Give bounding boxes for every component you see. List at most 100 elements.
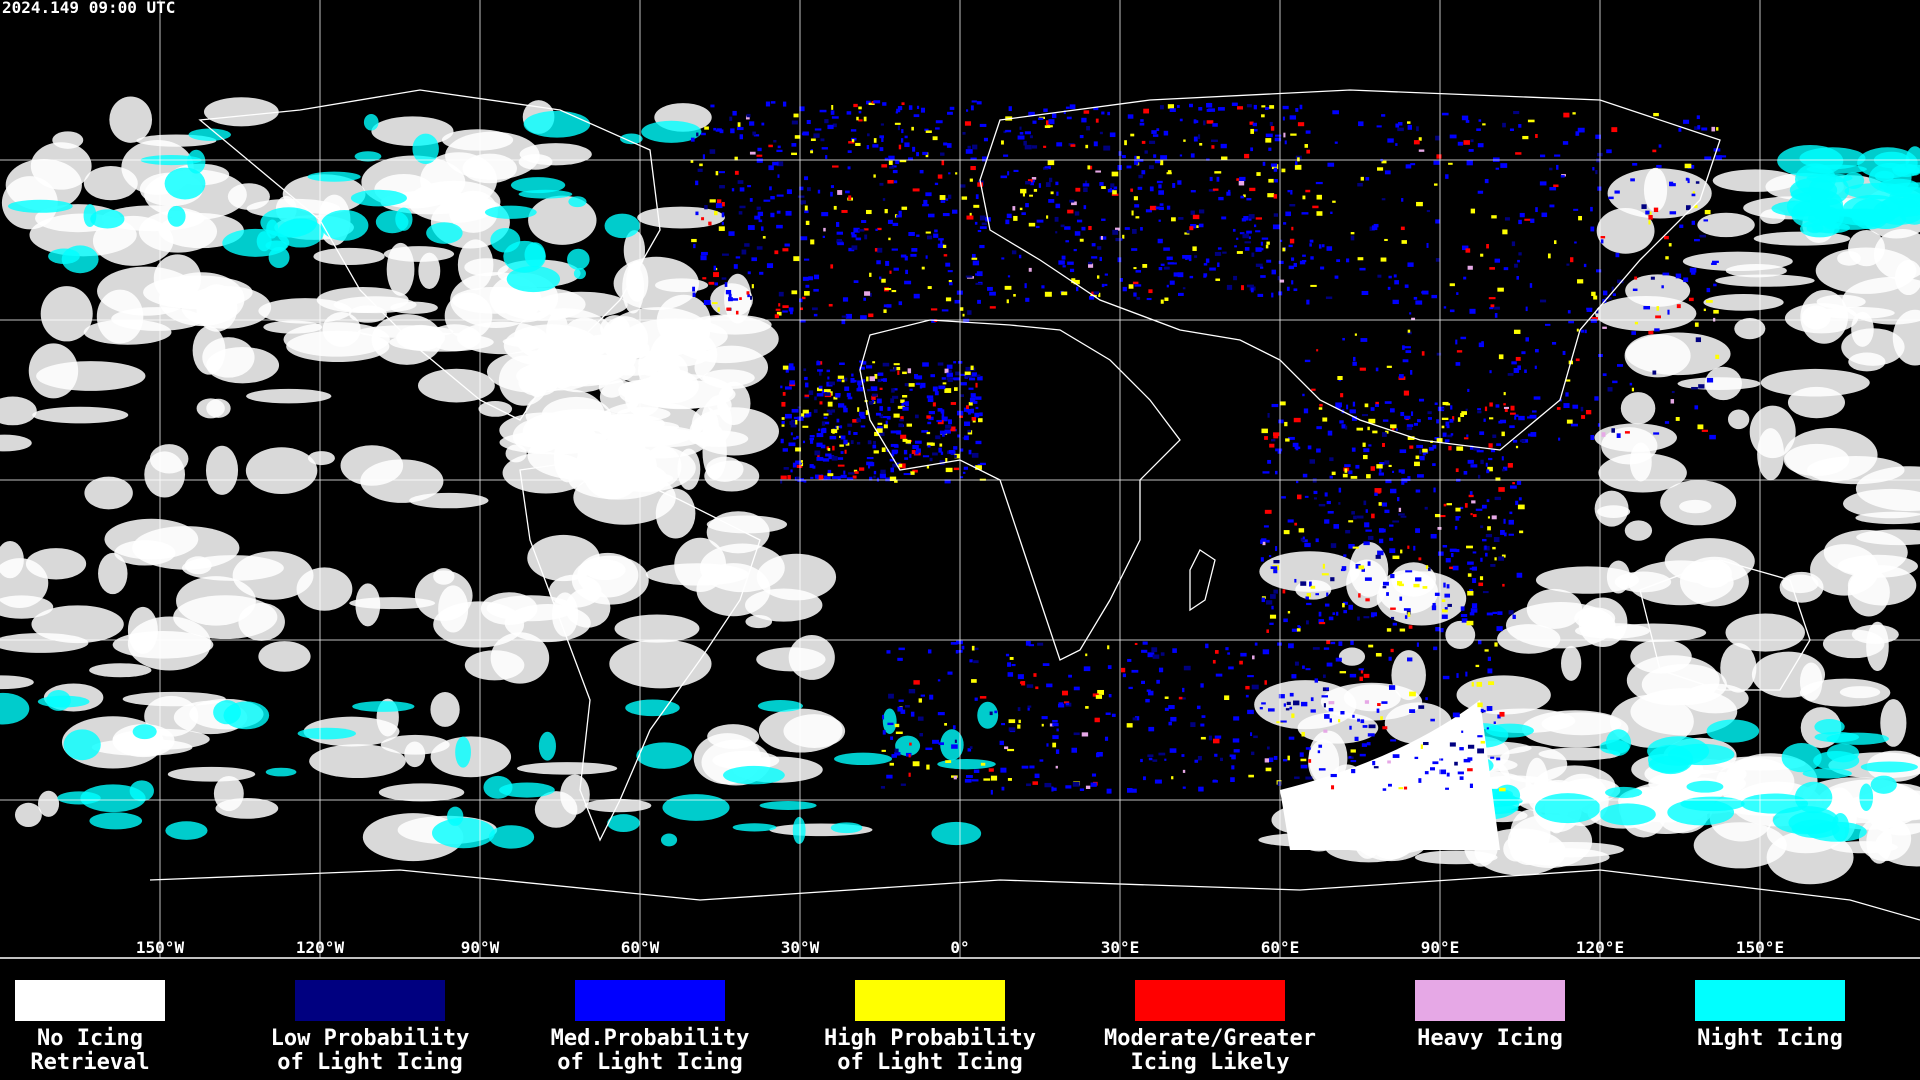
- icing-pixel: [1098, 292, 1101, 298]
- icing-pixel: [1330, 773, 1337, 778]
- night-cloud: [490, 227, 521, 253]
- icing-pixel: [851, 245, 858, 250]
- icing-pixel: [754, 215, 761, 220]
- icing-pixel: [1242, 194, 1246, 198]
- cloud: [655, 278, 709, 293]
- icing-pixel: [1604, 297, 1612, 300]
- icing-pixel: [818, 385, 823, 389]
- icing-pixel: [1137, 186, 1143, 190]
- icing-pixel: [974, 697, 978, 701]
- night-cloud: [636, 742, 693, 769]
- icing-pixel: [1339, 420, 1344, 424]
- icing-pixel: [1549, 204, 1555, 208]
- icing-pixel: [1267, 708, 1275, 712]
- cloud: [1594, 423, 1677, 452]
- icing-pixel: [806, 119, 811, 125]
- icing-pixel: [1418, 137, 1422, 141]
- icing-pixel: [1477, 474, 1481, 479]
- icing-pixel: [1151, 647, 1158, 653]
- icing-pixel: [1044, 291, 1052, 297]
- icing-pixel: [1372, 430, 1378, 434]
- icing-pixel: [1376, 464, 1383, 469]
- icing-pixel: [1008, 106, 1012, 112]
- icing-pixel: [853, 431, 858, 435]
- icing-pixel: [1127, 658, 1132, 662]
- icing-pixel: [833, 396, 838, 400]
- icing-pixel: [728, 293, 732, 298]
- icing-pixel: [1460, 336, 1467, 340]
- icing-pixel: [1334, 275, 1339, 279]
- icing-pixel: [1382, 788, 1387, 791]
- icing-pixel: [1316, 211, 1323, 216]
- icing-pixel: [965, 149, 973, 154]
- icing-pixel: [1442, 401, 1449, 406]
- icing-pixel: [882, 362, 890, 367]
- icing-pixel: [1560, 175, 1565, 178]
- icing-pixel: [715, 171, 719, 176]
- icing-pixel: [1468, 149, 1474, 152]
- icing-pixel: [756, 246, 763, 250]
- icing-pixel: [955, 371, 961, 376]
- icing-pixel: [1404, 346, 1411, 349]
- icing-pixel: [872, 144, 879, 148]
- icing-pixel: [1252, 122, 1257, 127]
- icing-pixel: [979, 123, 987, 127]
- icing-pixel: [777, 145, 781, 149]
- night-cloud: [568, 196, 587, 208]
- icing-pixel: [875, 412, 881, 416]
- icing-pixel: [1485, 462, 1488, 467]
- icing-pixel: [965, 275, 973, 278]
- icing-pixel: [1307, 445, 1312, 450]
- icing-pixel: [1575, 358, 1580, 362]
- icing-pixel: [1612, 293, 1616, 297]
- icing-pixel: [910, 711, 915, 717]
- icing-pixel: [781, 401, 786, 407]
- icing-pixel: [1327, 162, 1335, 167]
- icing-pixel: [1343, 554, 1347, 557]
- icing-pixel: [1236, 178, 1240, 181]
- icing-pixel: [874, 431, 879, 437]
- icing-pixel: [1318, 244, 1322, 249]
- icing-pixel: [1294, 446, 1301, 450]
- icing-pixel: [1154, 779, 1162, 784]
- cloud: [167, 766, 256, 782]
- icing-pixel: [1415, 455, 1420, 460]
- icing-pixel: [1322, 563, 1325, 569]
- icing-pixel: [1407, 329, 1411, 333]
- icing-pixel: [1703, 219, 1709, 222]
- legend-swatch: [575, 980, 725, 1021]
- icing-pixel: [1487, 516, 1490, 519]
- cloud: [349, 597, 436, 610]
- cloud: [309, 744, 406, 779]
- icing-pixel: [1362, 442, 1366, 447]
- icing-pixel: [828, 303, 833, 307]
- icing-pixel: [1692, 191, 1696, 194]
- icing-pixel: [1133, 196, 1138, 201]
- icing-pixel: [1182, 786, 1186, 789]
- icing-pixel: [866, 461, 873, 466]
- icing-pixel: [1513, 368, 1520, 373]
- icing-pixel: [1073, 279, 1080, 285]
- icing-pixel: [910, 471, 915, 475]
- icing-pixel: [1652, 149, 1657, 153]
- icing-pixel: [1156, 128, 1160, 132]
- icing-pixel: [1360, 176, 1364, 181]
- icing-pixel: [974, 412, 980, 418]
- icing-pixel: [1467, 561, 1474, 565]
- cloud: [1346, 559, 1388, 609]
- icing-pixel: [877, 422, 883, 425]
- icing-pixel: [1143, 108, 1150, 114]
- icing-pixel: [828, 410, 833, 416]
- icing-pixel: [1291, 257, 1295, 261]
- icing-pixel: [1041, 723, 1044, 727]
- icing-pixel: [1300, 537, 1305, 542]
- icing-pixel: [1246, 198, 1252, 201]
- icing-pixel: [1342, 337, 1345, 341]
- madagascar-outline: [1189, 549, 1216, 612]
- icing-pixel: [1091, 773, 1097, 777]
- icing-pixel: [1247, 709, 1254, 715]
- icing-pixel: [721, 277, 727, 280]
- icing-pixel: [1122, 286, 1127, 292]
- icing-pixel: [1190, 153, 1195, 158]
- icing-pixel: [1182, 287, 1186, 290]
